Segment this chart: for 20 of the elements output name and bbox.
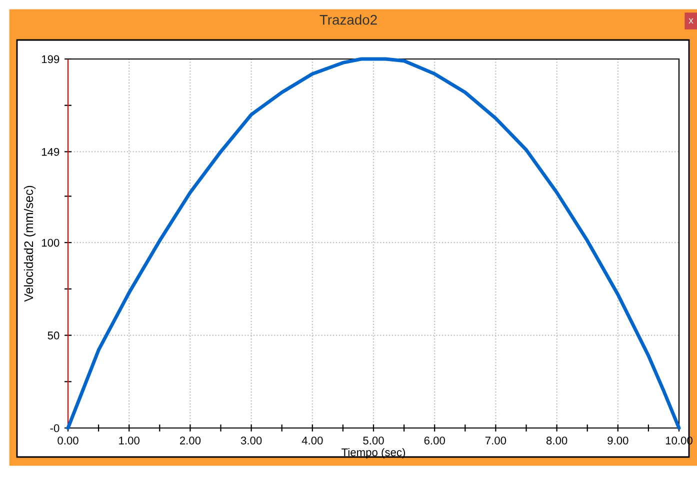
y-tick-label: 199 bbox=[42, 55, 60, 64]
line-series bbox=[66, 57, 681, 430]
x-tick-label: 1.00 bbox=[119, 436, 140, 444]
text: x bbox=[688, 18, 694, 24]
x-tick-label: 3.00 bbox=[240, 436, 262, 444]
y-axis-title: Velocidad2 (mm/sec) bbox=[24, 186, 36, 302]
y-tick-label: 50 bbox=[48, 332, 60, 340]
y-tick-label: -0 bbox=[50, 424, 60, 432]
x-tick-label: 7.00 bbox=[485, 436, 506, 444]
x-tick-label: 0.00 bbox=[58, 436, 78, 444]
x-tick-label: 9.00 bbox=[608, 436, 628, 444]
x-tick-label: 8.00 bbox=[546, 436, 568, 444]
y-tick-label: 149 bbox=[42, 148, 60, 156]
x-tick-label: 2.00 bbox=[180, 436, 201, 444]
x-tick-label: 6.00 bbox=[424, 436, 445, 444]
chart-title: Trazado2 bbox=[320, 14, 377, 25]
x-tick-label: 4.00 bbox=[302, 436, 323, 444]
y-tick-label: 100 bbox=[42, 238, 60, 247]
x-tick-label: 5.00 bbox=[363, 436, 384, 444]
x-axis-title: Tiempo (sec) bbox=[342, 448, 406, 458]
